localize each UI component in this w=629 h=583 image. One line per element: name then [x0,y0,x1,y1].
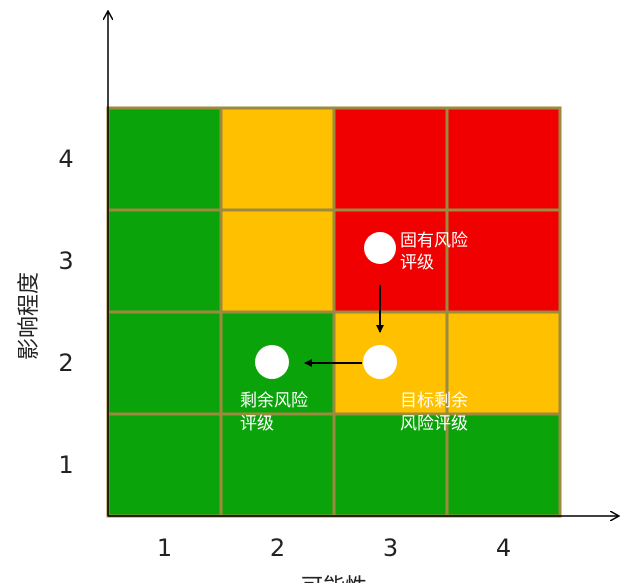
matrix-cell [106,208,223,314]
x-tick-label: 1 [157,534,172,562]
y-tick-label: 1 [58,451,73,479]
matrix-cell [106,106,223,212]
matrix-cell [445,208,562,314]
matrix-cell [219,412,336,518]
matrix-cell [106,310,223,416]
matrix-cells [106,106,562,518]
point-label: 剩余风险 [240,391,308,411]
matrix-cell [445,310,562,416]
matrix-cell [332,106,449,212]
point-target [363,345,397,379]
matrix-cell [445,106,562,212]
x-axis-label: 可能性 [301,575,367,583]
matrix-cell [445,412,562,518]
x-tick-label: 2 [270,534,285,562]
point-label: 评级 [240,414,274,434]
x-tick-label: 3 [383,534,398,562]
ticks: 1 2 3 4 1 2 3 4 [58,145,511,562]
y-tick-label: 2 [58,349,73,377]
matrix-cell [219,106,336,212]
y-tick-label: 3 [58,247,73,275]
matrix-cell [106,412,223,518]
y-tick-label: 4 [58,145,73,173]
point-label: 风险评级 [400,414,468,434]
point-label: 固有风险 [400,231,468,251]
y-axis-label: 影响程度 [17,272,42,360]
point-label: 评级 [400,253,434,273]
point-label: 目标剩余 [400,391,468,411]
matrix-cell [332,208,449,314]
x-tick-label: 4 [496,534,511,562]
matrix-cell [219,208,336,314]
point-residual [255,345,289,379]
point-inherent [364,232,396,264]
